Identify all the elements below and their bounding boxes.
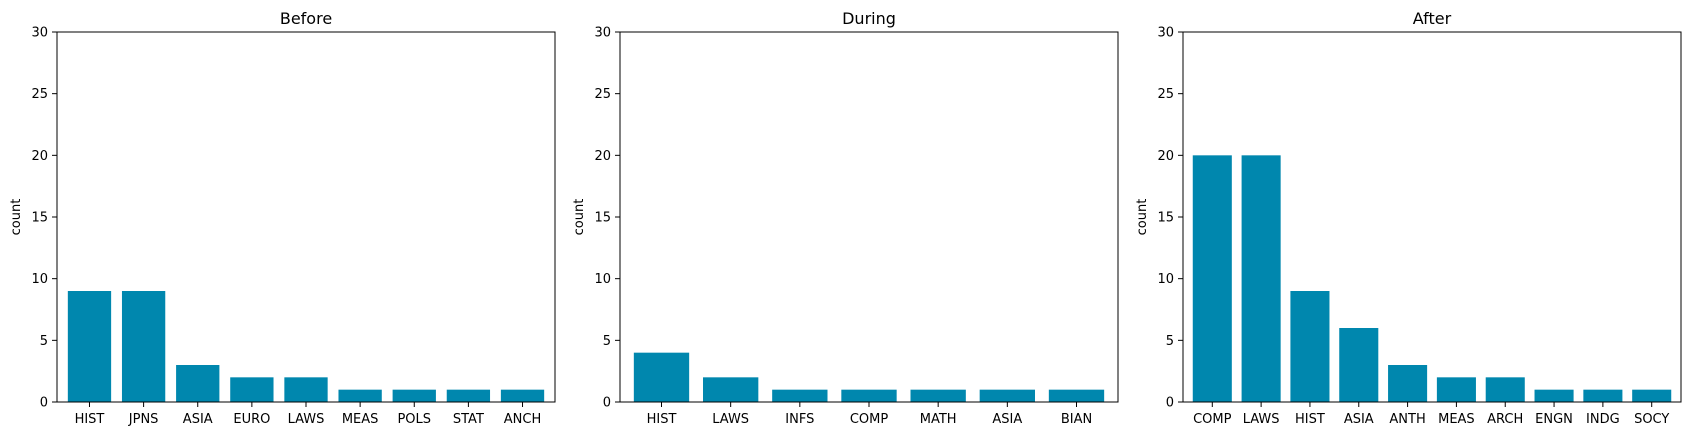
x-tick-label: LAWS: [288, 412, 325, 427]
y-tick-label: 10: [1157, 272, 1174, 287]
y-tick-label: 15: [594, 211, 611, 226]
bar-socy: [1632, 389, 1672, 402]
y-tick-label: 15: [31, 211, 48, 226]
y-axis-label: count: [1135, 199, 1150, 236]
y-tick-label: 0: [603, 396, 611, 411]
x-tick-label: MEAS: [1438, 412, 1475, 427]
bar-comp: [1192, 155, 1232, 402]
x-tick-label: ASIA: [1344, 412, 1374, 427]
x-tick-label: ASIA: [992, 412, 1022, 427]
bar-math: [910, 389, 966, 402]
x-tick-label: JPNS: [128, 412, 159, 427]
bar-euro: [230, 377, 274, 402]
y-tick-label: 5: [603, 334, 611, 349]
x-tick-label: SOCY: [1634, 412, 1669, 427]
x-tick-label: EURO: [233, 412, 270, 427]
bar-asia: [176, 365, 220, 402]
chart-title: After: [1413, 9, 1452, 28]
y-tick-label: 30: [594, 26, 611, 41]
y-tick-label: 20: [31, 149, 48, 164]
y-tick-label: 5: [1166, 334, 1174, 349]
x-tick-label: ANCH: [504, 412, 541, 427]
chart-title: During: [842, 9, 896, 28]
y-tick-label: 10: [31, 272, 48, 287]
y-tick-label: 10: [594, 272, 611, 287]
bar-laws: [284, 377, 328, 402]
y-tick-label: 25: [31, 87, 48, 102]
x-tick-label: COMP: [850, 412, 889, 427]
x-tick-label: INDG: [1586, 412, 1620, 427]
bar-arch: [1485, 377, 1525, 402]
y-tick-label: 25: [1157, 87, 1174, 102]
x-tick-label: ASIA: [183, 412, 213, 427]
bar-infs: [772, 389, 828, 402]
bar-laws: [703, 377, 759, 402]
x-tick-label: POLS: [397, 412, 431, 427]
chart-panel-before: 0 5 10 15 20 25 30 HIST JPNS ASIA EURO LAWS MEAS POLS…: [9, 9, 556, 427]
x-tick-label: ENGN: [1535, 412, 1573, 427]
x-tick-label: MATH: [920, 412, 957, 427]
bar-jpns: [121, 291, 166, 402]
x-tick-label: HIST: [647, 412, 677, 427]
x-tick-label: COMP: [1193, 412, 1232, 427]
x-tick-label: ARCH: [1487, 412, 1523, 427]
x-tick-label: ANTH: [1389, 412, 1425, 427]
bar-meas: [338, 389, 382, 402]
bar-hist: [1290, 291, 1330, 402]
y-tick-label: 5: [40, 334, 48, 349]
y-axis-label: count: [9, 199, 24, 236]
y-tick-label: 20: [1157, 149, 1174, 164]
x-tick-label: MEAS: [342, 412, 379, 427]
bar-comp: [841, 389, 897, 402]
x-tick-label: HIST: [1295, 412, 1325, 427]
bar-bian: [1048, 389, 1105, 402]
bar-anth: [1388, 365, 1428, 402]
y-tick-label: 25: [594, 87, 611, 102]
x-tick-label: BIAN: [1061, 412, 1092, 427]
x-tick-label: LAWS: [1243, 412, 1280, 427]
bar-asia: [979, 389, 1035, 402]
y-axis-label: count: [572, 199, 587, 236]
bar-hist: [67, 291, 112, 402]
axes-frame: [619, 31, 1119, 403]
bar-asia: [1339, 328, 1379, 402]
y-tick-label: 0: [1166, 396, 1174, 411]
bar-stat: [446, 389, 491, 402]
y-tick-label: 20: [594, 149, 611, 164]
y-tick-label: 30: [1157, 26, 1174, 41]
chart-panel-after: 0 5 10 15 20 25 30 COMP LAWS HIST ASIA ANTH MEAS ARCH…: [1135, 9, 1682, 427]
y-tick-label: 15: [1157, 211, 1174, 226]
bar-anch: [500, 389, 545, 402]
bar-indg: [1583, 389, 1623, 402]
bar-meas: [1436, 377, 1476, 402]
x-tick-label: STAT: [453, 412, 484, 427]
x-tick-label: LAWS: [712, 412, 749, 427]
x-tick-label: HIST: [75, 412, 105, 427]
y-tick-label: 0: [40, 396, 48, 411]
bar-engn: [1534, 389, 1574, 402]
bar-hist: [633, 352, 690, 402]
y-tick-label: 30: [31, 26, 48, 41]
chart-title: Before: [280, 9, 332, 28]
bar-pols: [392, 389, 436, 402]
x-tick-label: INFS: [785, 412, 814, 427]
chart-panel-during: 0 5 10 15 20 25 30 HIST LAWS INFS COMP MATH ASIA BIAN…: [572, 9, 1119, 427]
bar-laws: [1241, 155, 1281, 402]
